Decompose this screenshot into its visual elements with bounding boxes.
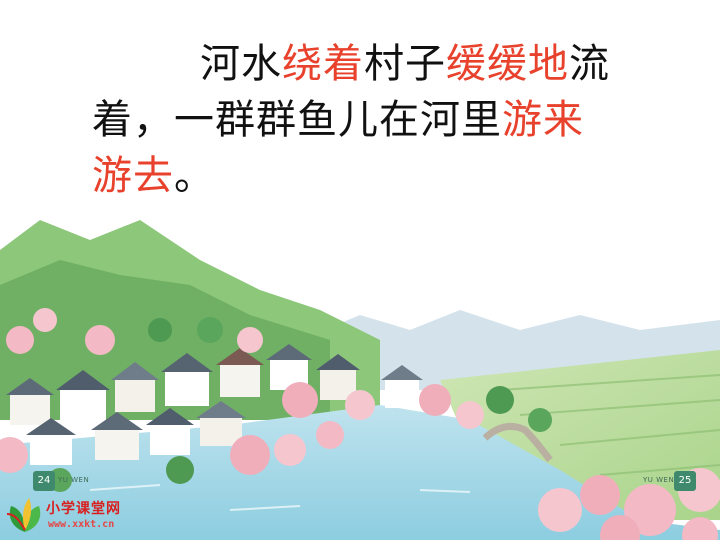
village-houses bbox=[6, 344, 423, 465]
leaf-logo-icon bbox=[6, 498, 41, 532]
site-url[interactable]: www.xxkt.cn bbox=[48, 519, 115, 530]
highlight-word: 游去 bbox=[92, 153, 174, 199]
line-1: 河水绕着村子缓缓地流 bbox=[200, 41, 610, 87]
highlight-word: 绕着 bbox=[282, 41, 364, 87]
stone-bridge bbox=[482, 422, 553, 463]
left-page-header: YU WEN bbox=[58, 476, 90, 484]
highlight-word: 缓缓地 bbox=[446, 41, 569, 87]
right-page-number: 25 bbox=[674, 471, 696, 491]
highlight-word: 游来 bbox=[502, 97, 584, 143]
site-name: 小学课堂网 bbox=[46, 501, 121, 517]
line-2: 着，一群群鱼儿在河里游来 bbox=[92, 97, 584, 143]
right-page-header: YU WEN bbox=[643, 476, 675, 484]
watermark-logo[interactable]: 小学课堂网 www.xxkt.cn bbox=[0, 492, 150, 540]
left-page-number: 24 bbox=[33, 471, 55, 491]
line-3: 游去。 bbox=[92, 153, 215, 199]
village-river-illustration bbox=[0, 220, 720, 540]
cherry-blossom-trees bbox=[0, 308, 720, 540]
story-passage: 河水绕着村子缓缓地流 着，一群群鱼儿在河里游来 游去。 bbox=[92, 36, 692, 204]
green-trees bbox=[48, 317, 552, 492]
